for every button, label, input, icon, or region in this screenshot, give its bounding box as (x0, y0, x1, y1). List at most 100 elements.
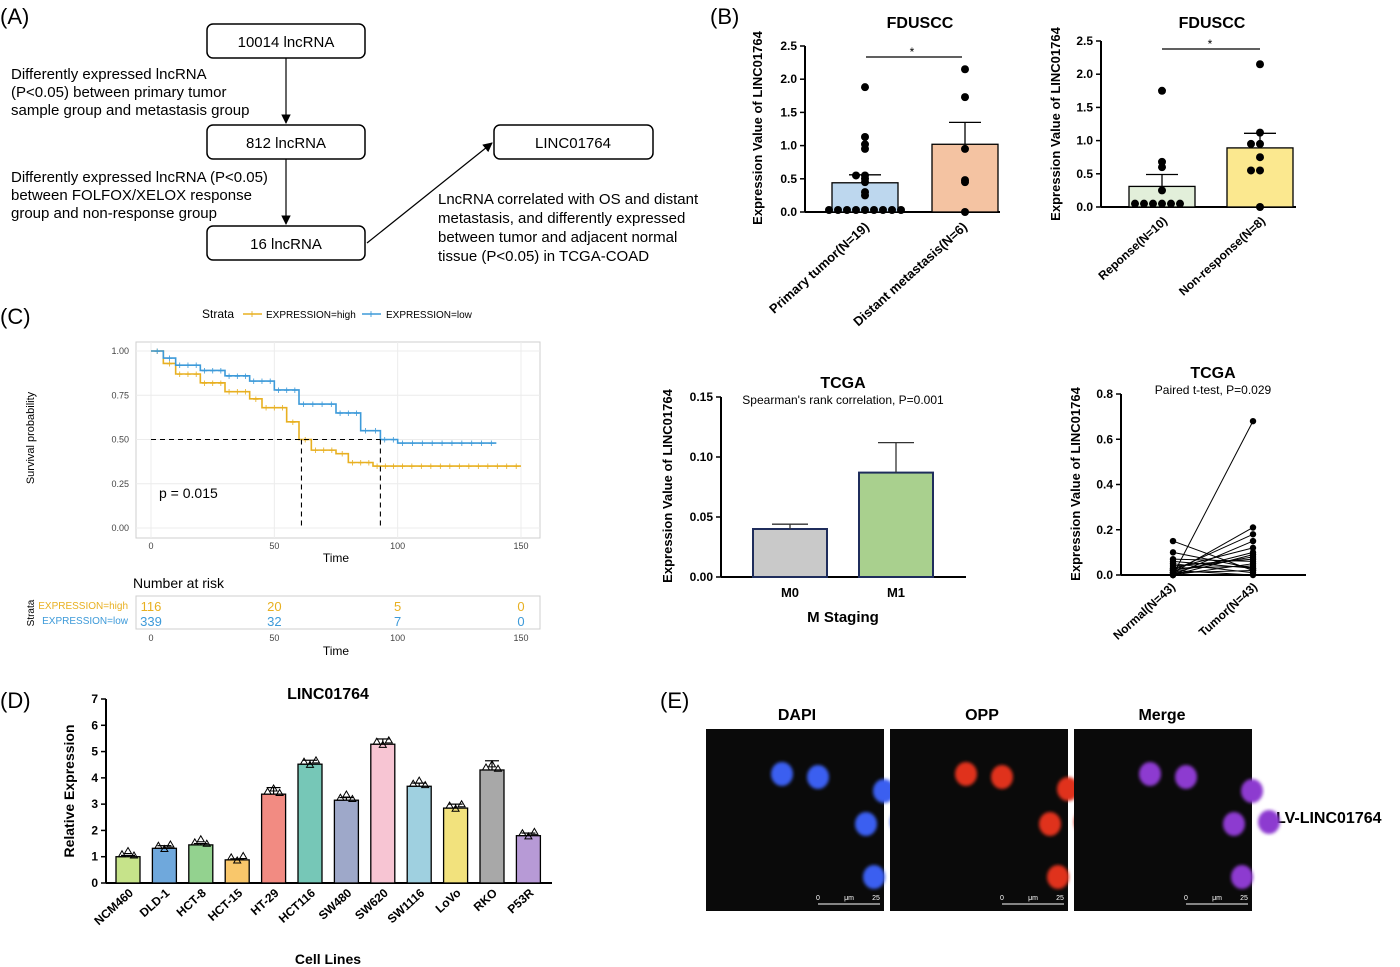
km-censor-1-4-2: + (218, 365, 224, 377)
flow-note-1: Differently expressed lncRNA (P<0.05) be… (11, 66, 249, 119)
km-censor-1-8-1: + (310, 399, 316, 411)
chart-tcga2-pair-line-15 (1172, 569, 1254, 576)
km-censor-1-8-2: + (319, 399, 325, 411)
chart-d-category-1: DLD-1 (137, 886, 173, 920)
chart-d-bar-6 (333, 799, 360, 884)
risk-table-xlabel: Time (323, 644, 350, 658)
chart-tcga1-bar-1 (858, 471, 934, 579)
chart-d-point-2-0 (190, 837, 200, 846)
km-censor-1-3-1: + (185, 360, 191, 372)
chart-tcga2-ylabel: Expression Value of LINC01764 (1068, 386, 1083, 580)
chart-b1-point-0-14 (879, 206, 887, 215)
chart-d-point-3-1 (232, 856, 242, 864)
chart-tcga2-ytick-label-4: 0.8 (1096, 387, 1113, 401)
chart-b1-point-0-3 (861, 144, 869, 153)
microscopy-label-dapi: DAPI (778, 707, 816, 724)
chart-d-point-9-0 (445, 801, 454, 809)
chart-b1-point-1-1 (961, 93, 969, 102)
chart-b2-point-0-5 (1149, 199, 1157, 208)
micro-image-0 (706, 729, 884, 911)
km-censor-1-7-0: + (275, 385, 281, 397)
chart-b2-point-0-7 (1140, 199, 1148, 208)
chart-d-point-6-1 (342, 790, 351, 798)
chart-d-ytick-label-4: 4 (91, 771, 98, 785)
chart-tcga1-ytick-label-2: 0.10 (690, 450, 714, 464)
chart-b1-point-0-16 (888, 206, 896, 215)
micro-cell-1-5 (1057, 777, 1079, 801)
chart-b1-point-0-18 (897, 206, 905, 215)
km-censor-1-7-1: + (283, 385, 289, 397)
chart-b1-sig-star: * (910, 45, 915, 59)
chart-b2-ytick-label-2: 1.0 (1076, 134, 1093, 148)
chart-b2-point-1-0 (1256, 60, 1264, 69)
chart-d-point-1-0 (154, 841, 163, 849)
micro-scale-25-2: 25 (1240, 895, 1248, 902)
km-censor-1-2-0: + (166, 353, 172, 365)
chart-d-ytick-label-2: 2 (91, 823, 98, 837)
km-censor-0-14-12: + (513, 461, 519, 473)
panel-label-e: (E) (660, 688, 689, 713)
chart-b1-point-0-13 (843, 206, 851, 215)
km-censor-0-12-2: + (366, 458, 372, 470)
flow-box-2-label: 812 lncRNA (246, 135, 326, 152)
chart-d-category-6: SW480 (316, 886, 355, 923)
chart-d-point-11-1 (524, 831, 533, 840)
chart-tcga2-title: TCGA (1190, 365, 1236, 382)
km-censor-1-9-0: + (337, 408, 343, 420)
chart-b2-point-1-4 (1256, 153, 1264, 162)
microscopy-row-label: LV-LINC01764 (1276, 810, 1382, 827)
chart-b2-point-0-4 (1158, 199, 1166, 208)
panel-label-c: (C) (0, 304, 31, 329)
micro-scale-0-1: 0 (1000, 895, 1004, 902)
chart-d-point-4-2 (275, 788, 284, 796)
km-censor-0-14-11: + (504, 461, 510, 473)
chart-b1-title: FDUSCC (887, 15, 954, 32)
chart-d-bar-2 (188, 844, 214, 884)
chart-b1-point-0-5 (852, 171, 860, 180)
chart-d-point-5-0 (299, 757, 309, 765)
flowchart: 10014 lncRNA 812 lncRNA 16 lncRNA LINC01… (11, 23, 699, 265)
microscopy-label-merge: Merge (1138, 707, 1185, 724)
chart-b1-point-0-1 (861, 132, 869, 141)
chart-b1-ylabel: Expression Value of LINC01764 (750, 30, 765, 224)
chart-d-ytick-label-5: 5 (91, 745, 98, 759)
micro-cell-1-4 (1047, 865, 1069, 889)
chart-d-bar-9 (442, 807, 469, 884)
km-censor-1-12-9: + (488, 438, 494, 450)
chart-b2-point-0-2 (1158, 163, 1166, 172)
micro-cell-0-4 (863, 865, 885, 889)
km-censor-0-7-1: + (271, 403, 277, 415)
chart-d-point-8-1 (414, 776, 424, 784)
risk-cell-1-0: 339 (140, 614, 162, 629)
chart-d-bar-10 (479, 769, 505, 884)
km-censor-0-12-1: + (357, 458, 363, 470)
chart-b2-category-0: Reponse(N=10) (1095, 214, 1170, 283)
chart-d-ytick-label-1: 1 (91, 850, 98, 864)
chart-d-ytick-label-7: 7 (91, 692, 98, 706)
micro-cell-0-1 (807, 765, 829, 789)
km-censor-0-14-7: + (466, 461, 472, 473)
km-censor-1-4-0: + (201, 365, 207, 377)
chart-d-bar-4 (260, 793, 287, 884)
chart-tcga2-tumor-point-2 (1249, 531, 1257, 538)
chart-b2-point-1-6 (1247, 166, 1255, 175)
chart-b2-ylabel: Expression Value of LINC01764 (1048, 26, 1063, 220)
km-legend-title: Strata (202, 307, 234, 321)
risk-xtick-label-2: 100 (390, 633, 405, 643)
km-censor-0-14-2: + (418, 461, 424, 473)
km-censor-0-12-0: + (349, 458, 355, 470)
chart-tcga1-ylabel: Expression Value of LINC01764 (660, 388, 675, 582)
km-censor-1-6-2: + (267, 376, 273, 388)
chart-b1-category-1: Distant metastasis(N=6) (850, 219, 970, 329)
chart-b2-point-0-0 (1158, 86, 1166, 95)
km-curve-0 (151, 350, 521, 467)
km-censor-1-5-1: + (234, 371, 240, 383)
chart-d-category-3: HCT-15 (205, 886, 245, 924)
micro-cell-1-0 (955, 762, 977, 786)
chart-tcga2: TCGA Paired t-test, P=0.029 Expression V… (1068, 365, 1306, 643)
micro-cell-2-3 (1258, 810, 1280, 834)
chart-b2-point-0-9 (1131, 199, 1139, 208)
chart-b2-sig-star: * (1208, 37, 1213, 51)
chart-tcga2-pair-line-0 (1172, 420, 1254, 576)
km-censor-1-10-0: + (362, 426, 368, 438)
